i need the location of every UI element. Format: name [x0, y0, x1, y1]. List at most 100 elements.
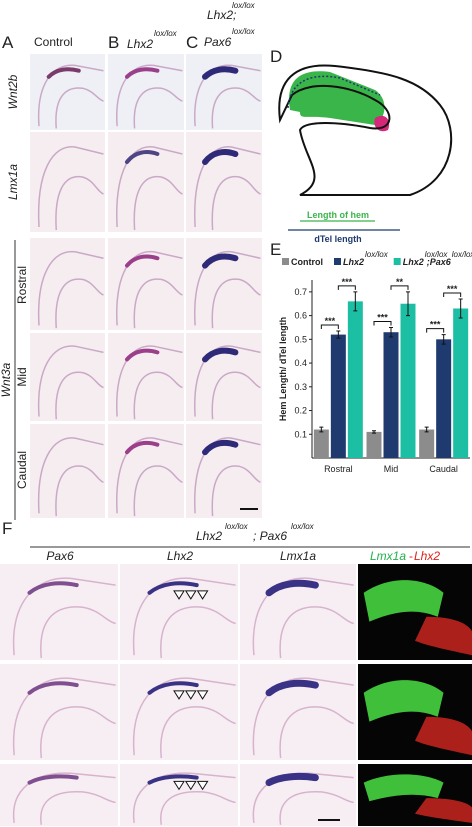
stain: [205, 152, 235, 162]
arrowhead: [196, 780, 209, 791]
arrowhead: [184, 780, 197, 791]
stain: [205, 443, 235, 452]
error-bar: [389, 326, 393, 338]
legend-label: Lhx2: [403, 257, 424, 267]
bar: [366, 431, 382, 458]
micrograph-bg: [0, 564, 118, 660]
micrograph: [108, 333, 184, 421]
panel-label: B: [108, 33, 119, 52]
bar: [400, 303, 416, 458]
arrowhead: [184, 690, 197, 700]
significance-bracket: [320, 324, 339, 330]
column-header: Lhx2;: [207, 8, 236, 22]
f-merge-red: Lhx2: [414, 549, 440, 563]
outline: [278, 64, 453, 196]
column-header-sup: lox/lox: [232, 1, 256, 10]
hem-region: [289, 71, 385, 125]
micrograph: [108, 54, 184, 130]
dtel-label: dTel length: [314, 234, 361, 244]
micrograph: [120, 764, 238, 826]
micrograph: [30, 424, 105, 518]
column-header: Control: [34, 35, 73, 49]
bar: [383, 332, 399, 458]
row-label: Caudal: [15, 451, 29, 489]
tissue: [39, 438, 104, 516]
micrograph: [108, 132, 184, 232]
arrowhead: [184, 590, 197, 600]
red-signal: [415, 798, 472, 823]
micrograph: [0, 564, 118, 660]
stain: [150, 583, 197, 593]
panel-label: D: [270, 47, 282, 66]
micrograph: [120, 664, 238, 760]
micrographs: [0, 54, 472, 826]
f-merge-green: Lmx1a: [370, 549, 406, 563]
error-bar: [336, 330, 341, 339]
f-column: Lmx1a: [280, 549, 316, 563]
micrograph-bg: [120, 564, 238, 660]
arrowhead: [173, 780, 185, 791]
fluorescent: [358, 764, 472, 826]
micrograph: [240, 764, 356, 826]
red-signal: [415, 716, 472, 756]
green-signal: [363, 680, 444, 722]
stain: [150, 683, 197, 693]
stain: [150, 776, 197, 782]
schematic: Length of hem dTel length: [278, 64, 453, 244]
stain: [269, 583, 315, 593]
red-signal: [415, 616, 472, 656]
legend-sup: lox/lox: [452, 250, 472, 259]
stain: [205, 256, 235, 265]
f-header-sup: lox/lox: [291, 522, 315, 531]
y-tick-label: 0.1: [294, 429, 307, 439]
f-header: ; Pax6: [253, 529, 287, 543]
green-signal: [363, 580, 444, 622]
micrograph: [240, 564, 356, 660]
column-header-sup: lox/lox: [154, 29, 178, 38]
bar: [436, 339, 452, 458]
micrograph: [30, 333, 105, 421]
y-tick-label: 0.6: [294, 311, 307, 321]
stain: [269, 776, 315, 782]
stain: [127, 256, 157, 265]
green-signal: [363, 774, 444, 802]
x-tick-label: Caudal: [429, 464, 458, 474]
dtel-trace: [287, 75, 381, 109]
stain: [127, 152, 157, 162]
stain: [205, 69, 235, 77]
stain: [127, 351, 157, 360]
bar: [313, 429, 329, 458]
f-header-sup: lox/lox: [225, 522, 249, 531]
micrograph: [186, 424, 262, 518]
panel-label: C: [186, 33, 198, 52]
error-bar: [406, 291, 410, 317]
micrograph: [30, 238, 105, 330]
bar: [419, 429, 435, 458]
micrograph: [186, 132, 262, 232]
column-header: Lhx2: [127, 37, 153, 51]
bar-chart: 0.1 0.2 0.3 0.4 0.5 0.6 0.7 Hem Length/ dTel le…: [278, 250, 472, 474]
fluorescent: [358, 664, 472, 760]
stain: [205, 351, 235, 360]
micrograph: [0, 664, 118, 760]
legend-sup: lox/lox: [425, 250, 449, 259]
arrowhead: [173, 590, 185, 600]
stain: [30, 776, 77, 782]
f-column: Pax6: [46, 549, 74, 563]
micrograph: [186, 333, 262, 421]
micrograph: [30, 54, 105, 130]
f-merge-dash: -: [409, 549, 413, 563]
micrograph: [108, 424, 184, 518]
error-bar: [458, 298, 463, 319]
row-label: Wnt3a: [0, 362, 13, 397]
micrograph: [186, 238, 262, 330]
y-axis-label: Hem Length/ dTel length: [278, 317, 288, 421]
y-tick-label: 0.3: [294, 382, 307, 392]
arrowhead: [196, 590, 209, 600]
bar: [330, 334, 346, 458]
column-header-sup: lox/lox: [232, 27, 256, 36]
row-label: Rostral: [15, 266, 29, 304]
legend-swatch: [393, 258, 401, 265]
bar: [347, 301, 363, 458]
